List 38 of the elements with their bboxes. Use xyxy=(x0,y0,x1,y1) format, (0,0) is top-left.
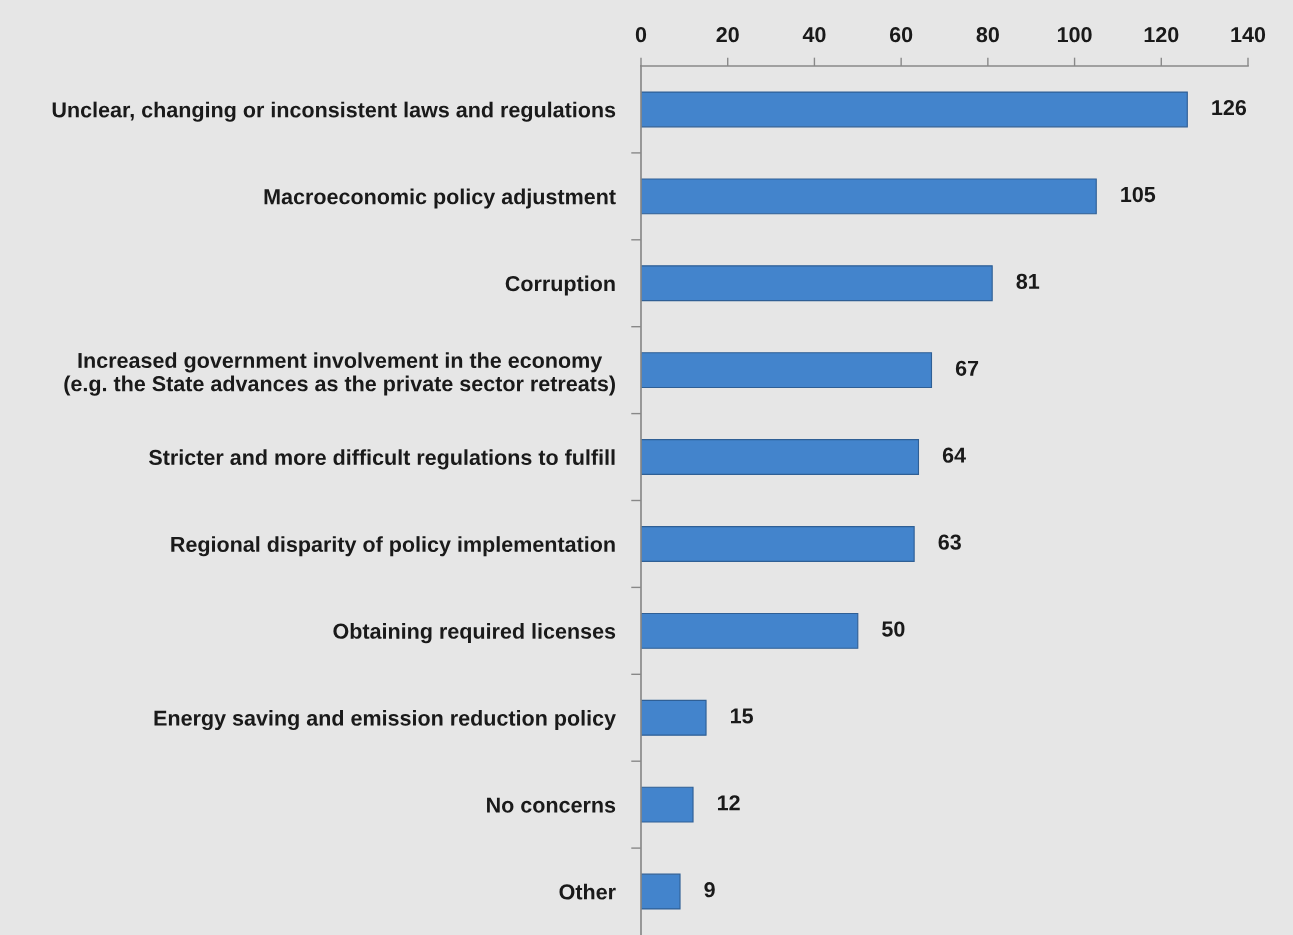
y-tick-label: Obtaining required licenses xyxy=(333,623,616,644)
x-tick-label: 100 xyxy=(1057,27,1092,43)
x-tick-label: 40 xyxy=(802,27,826,43)
y-tick-label: Increased government involvement in the economy (e.g. the State advances as the private sector retreats) xyxy=(64,352,615,396)
data-label: 105 xyxy=(1121,186,1156,203)
data-label: 67 xyxy=(955,360,979,376)
data-label: 64 xyxy=(942,447,966,463)
bar xyxy=(641,612,859,649)
data-label: 126 xyxy=(1212,99,1247,116)
x-tick-label: 80 xyxy=(976,27,999,43)
data-label: 50 xyxy=(882,621,905,637)
y-tick-label: Regional disparity of policy implementation xyxy=(171,536,615,557)
bar xyxy=(641,439,920,475)
bar xyxy=(641,873,681,910)
x-tick-label: 60 xyxy=(889,27,913,43)
y-tick-label: Corruption xyxy=(505,275,615,296)
bar xyxy=(641,786,694,823)
bar xyxy=(641,91,1188,128)
x-tick-label: 140 xyxy=(1231,27,1266,43)
data-label: 12 xyxy=(718,795,740,811)
data-label: 15 xyxy=(731,708,753,724)
bar xyxy=(641,526,915,562)
bar xyxy=(641,352,933,389)
bar xyxy=(641,178,1097,215)
bar xyxy=(641,699,707,736)
y-tick-label: Energy saving and emission reduction policy xyxy=(154,709,616,731)
y-tick-label: No concerns xyxy=(487,797,616,813)
data-label: 9 xyxy=(704,882,715,898)
y-tick-label: Unclear, changing or inconsistent laws and regulations xyxy=(52,101,616,122)
bar xyxy=(641,265,993,302)
x-tick-label: 20 xyxy=(716,27,739,43)
x-tick-label: 0 xyxy=(635,27,647,43)
y-tick-label: Macroeconomic policy adjustment xyxy=(264,188,616,209)
data-label: 63 xyxy=(938,534,961,550)
y-tick-label: Stricter and more difficult regulations to fulfill xyxy=(148,449,615,470)
y-tick-label: Other xyxy=(559,883,616,900)
x-tick-label: 120 xyxy=(1144,27,1179,43)
data-label: 81 xyxy=(1016,273,1040,290)
